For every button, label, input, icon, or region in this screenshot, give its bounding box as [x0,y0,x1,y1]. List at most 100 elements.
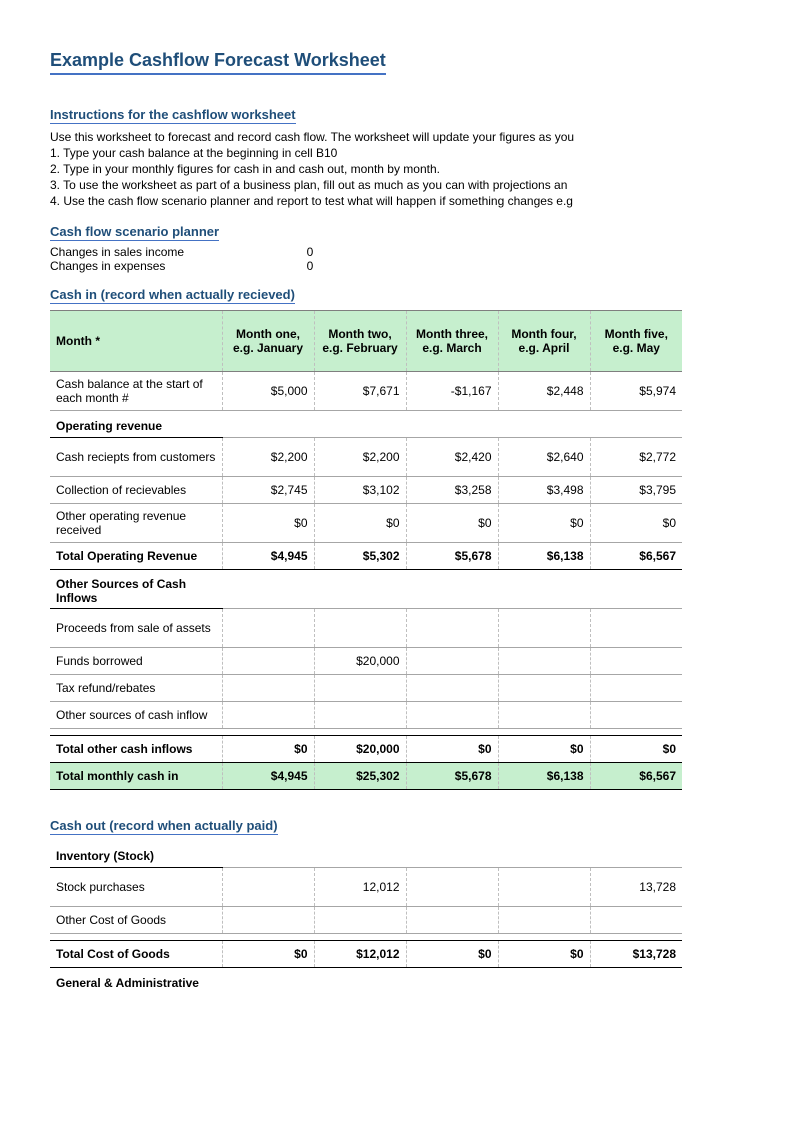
cell[interactable] [498,609,590,648]
instructions-heading: Instructions for the cashflow worksheet [50,107,296,124]
row-label: Other operating revenue received [50,504,222,543]
cell[interactable]: 13,728 [590,868,682,907]
cell[interactable] [406,609,498,648]
cell: $6,567 [590,543,682,570]
cell[interactable]: $3,795 [590,477,682,504]
cell[interactable]: $0 [498,504,590,543]
table-row: Proceeds from sale of assets [50,609,682,648]
cell: $13,728 [590,941,682,968]
cell[interactable]: $0 [222,504,314,543]
cell[interactable]: $2,448 [498,372,590,411]
cell[interactable] [314,609,406,648]
cash-out-table: Inventory (Stock) Stock purchases 12,012… [50,841,682,994]
cell[interactable] [406,907,498,934]
cell[interactable] [406,868,498,907]
subheading-row: Operating revenue [50,411,682,438]
row-label: Total Cost of Goods [50,941,222,968]
row-label: Total monthly cash in [50,763,222,790]
cell[interactable] [314,907,406,934]
table-row: Other Cost of Goods [50,907,682,934]
cell[interactable]: $0 [590,504,682,543]
instructions-line: 4. Use the cash flow scenario planner an… [50,194,795,208]
cash-in-table: Month * Month one, e.g. January Month tw… [50,310,682,790]
cell: $25,302 [314,763,406,790]
cell[interactable]: $20,000 [314,648,406,675]
cell[interactable] [498,868,590,907]
col-header: Month two, e.g. February [314,311,406,372]
cell[interactable] [222,702,314,729]
cell[interactable]: $2,200 [314,438,406,477]
cell: $4,945 [222,763,314,790]
subheading-row: Other Sources of Cash Inflows [50,570,682,609]
cell: $5,678 [406,543,498,570]
col-header: Month * [50,311,222,372]
row-label: Proceeds from sale of assets [50,609,222,648]
cell[interactable] [498,702,590,729]
row-label: Stock purchases [50,868,222,907]
instructions-line: 3. To use the worksheet as part of a bus… [50,178,795,192]
cell[interactable] [314,702,406,729]
cell[interactable]: $5,000 [222,372,314,411]
cell[interactable]: $3,498 [498,477,590,504]
cell[interactable]: $3,258 [406,477,498,504]
cash-out-heading: Cash out (record when actually paid) [50,818,278,835]
cell[interactable] [406,675,498,702]
subheading: Other Sources of Cash Inflows [50,570,222,609]
row-label: Total other cash inflows [50,736,222,763]
cell[interactable] [314,675,406,702]
instructions-line: 1. Type your cash balance at the beginni… [50,146,795,160]
cell[interactable] [590,907,682,934]
cell[interactable] [498,675,590,702]
cell[interactable]: -$1,167 [406,372,498,411]
cell[interactable]: $2,772 [590,438,682,477]
subheading-row: Inventory (Stock) [50,841,682,868]
table-row: Stock purchases 12,012 13,728 [50,868,682,907]
cell: $12,012 [314,941,406,968]
cell: $0 [498,941,590,968]
cell[interactable] [498,907,590,934]
planner-row: Changes in expenses 0 [50,259,795,273]
cell[interactable]: $2,420 [406,438,498,477]
cell[interactable]: $2,745 [222,477,314,504]
cell[interactable]: $2,200 [222,438,314,477]
table-header-row: Month * Month one, e.g. January Month tw… [50,311,682,372]
planner-label: Changes in sales income [50,245,280,259]
cell: $4,945 [222,543,314,570]
instructions-line: Use this worksheet to forecast and recor… [50,130,795,144]
subtotal-row: Total other cash inflows $0 $20,000 $0 $… [50,736,682,763]
cell[interactable]: $0 [406,504,498,543]
row-label: Other sources of cash inflow [50,702,222,729]
cell[interactable] [590,609,682,648]
col-header: Month four, e.g. April [498,311,590,372]
cell[interactable] [222,675,314,702]
cell: $0 [406,736,498,763]
cell[interactable] [590,702,682,729]
cell[interactable] [590,675,682,702]
row-label: Cash reciepts from customers [50,438,222,477]
table-row: Tax refund/rebates [50,675,682,702]
planner-value[interactable]: 0 [283,245,313,259]
row-label: Collection of recievables [50,477,222,504]
cell[interactable]: 12,012 [314,868,406,907]
cell[interactable] [222,648,314,675]
cell[interactable]: $0 [314,504,406,543]
cell[interactable] [222,609,314,648]
cell[interactable]: $2,640 [498,438,590,477]
cell[interactable]: $3,102 [314,477,406,504]
cell[interactable] [222,868,314,907]
col-header: Month three, e.g. March [406,311,498,372]
cell[interactable]: $7,671 [314,372,406,411]
subtotal-row: Total Operating Revenue $4,945 $5,302 $5… [50,543,682,570]
cell[interactable] [590,648,682,675]
cell[interactable] [406,702,498,729]
cell[interactable] [498,648,590,675]
cell: $6,138 [498,763,590,790]
cell[interactable] [222,907,314,934]
table-row: Funds borrowed $20,000 [50,648,682,675]
planner-value[interactable]: 0 [283,259,313,273]
row-label: Total Operating Revenue [50,543,222,570]
cell: $6,138 [498,543,590,570]
cell[interactable]: $5,974 [590,372,682,411]
cell[interactable] [406,648,498,675]
grand-total-row: Total monthly cash in $4,945 $25,302 $5,… [50,763,682,790]
